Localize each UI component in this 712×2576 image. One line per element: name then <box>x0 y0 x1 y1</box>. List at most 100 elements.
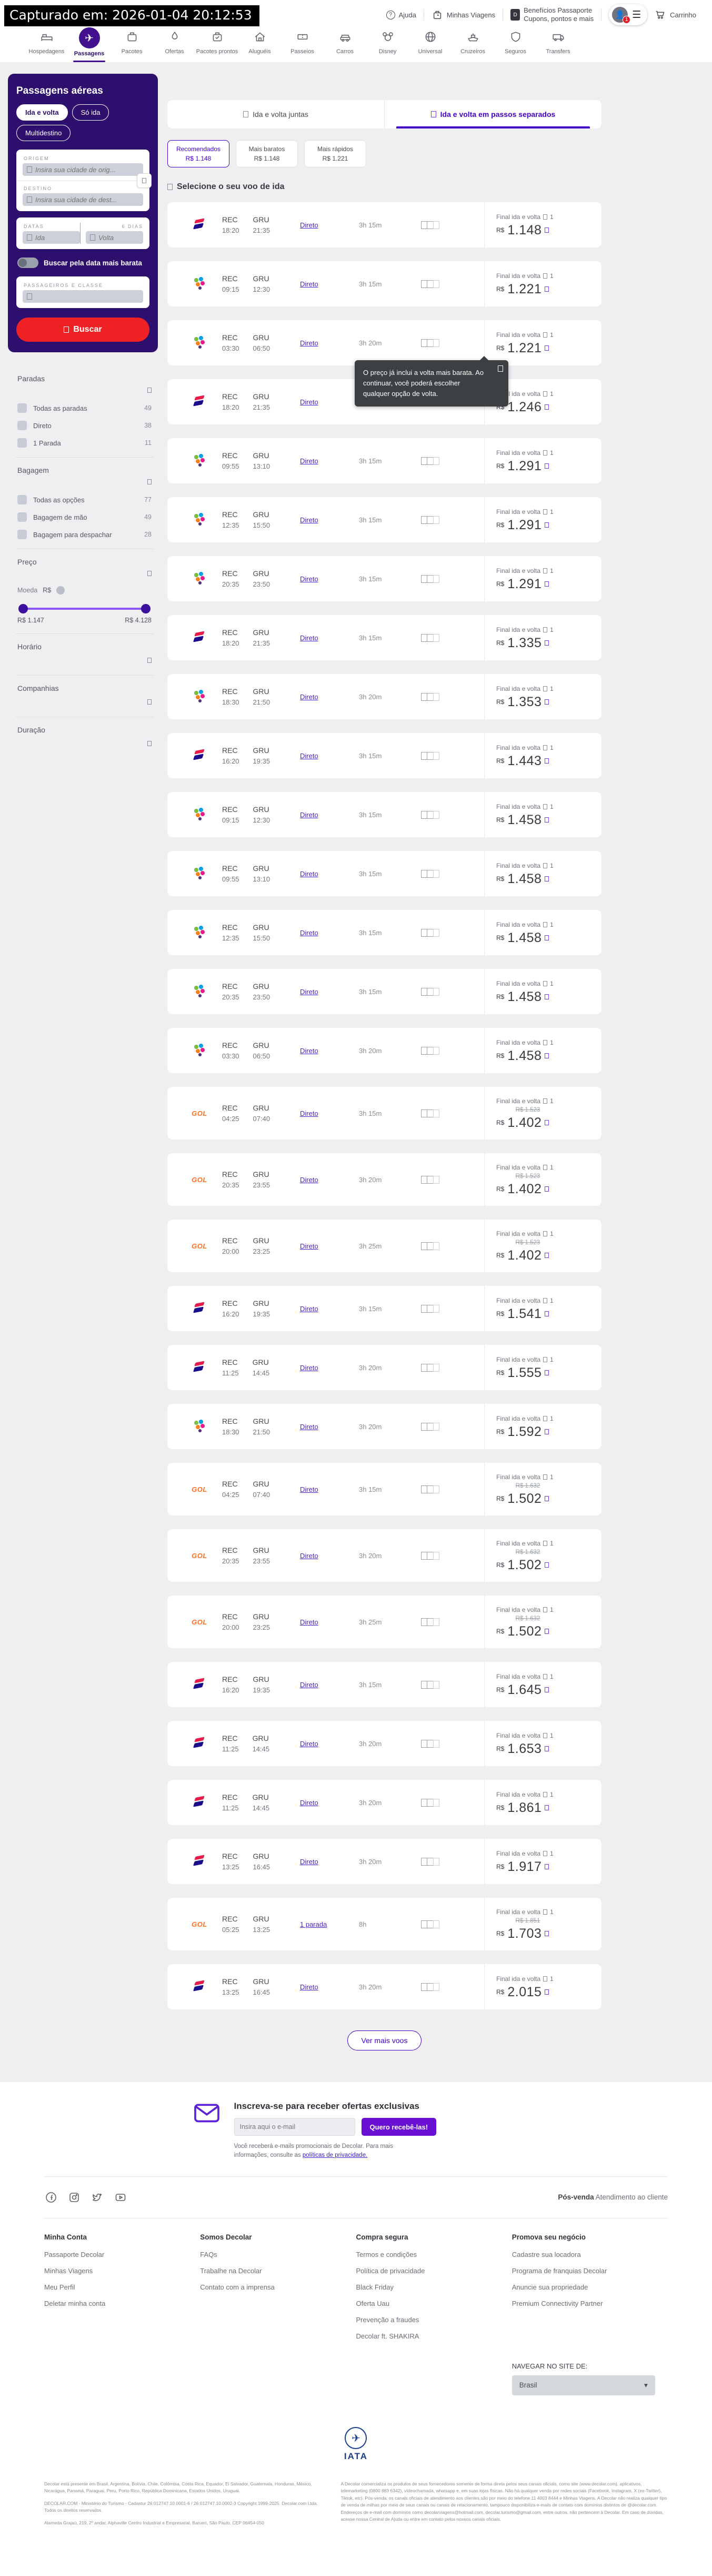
flight-card[interactable]: REC 09:55 GRU 13:10 Direto 3h 15m <box>167 438 601 483</box>
info-icon[interactable] <box>545 463 549 469</box>
footer-link[interactable]: FAQs <box>200 2250 217 2258</box>
flight-card[interactable]: GOL REC 05:25 GRU 13:25 1 parada 8h <box>167 1898 601 1950</box>
stops-link[interactable]: Direto <box>300 1618 318 1626</box>
stops-link[interactable]: Direto <box>300 692 318 701</box>
checkbox[interactable] <box>17 512 27 522</box>
customer-service-link[interactable]: Atendimento ao cliente <box>595 2193 668 2201</box>
info-icon[interactable] <box>545 522 549 528</box>
flight-card[interactable]: REC 20:35 GRU 23:50 Direto 3h 15m <box>167 556 601 601</box>
info-icon[interactable] <box>545 1053 549 1058</box>
footer-link[interactable]: Política de privacidade <box>356 2266 425 2275</box>
flight-card[interactable]: GOL REC 20:35 GRU 23:55 Direto 3h 20m <box>167 1529 601 1582</box>
instagram-icon[interactable] <box>67 2191 81 2204</box>
nav-item-pacotes-prontos[interactable]: Pacotes prontos <box>196 24 238 62</box>
my-trips-button[interactable]: Minhas Viagens <box>432 9 495 21</box>
trip-type-pill[interactable]: Só ida <box>72 104 109 121</box>
info-icon[interactable] <box>545 640 549 646</box>
stops-link[interactable]: Direto <box>300 1422 318 1431</box>
stops-link[interactable]: Direto <box>300 221 318 229</box>
tab-roundtrip-together[interactable]: Ida e volta juntas <box>167 100 385 128</box>
info-icon[interactable] <box>545 1805 549 1810</box>
nav-item-passagens[interactable]: ✈ Passagens <box>68 24 111 62</box>
info-icon[interactable] <box>545 1253 549 1258</box>
collapse-icon[interactable] <box>147 479 152 484</box>
info-icon[interactable] <box>545 1120 549 1125</box>
cheapest-date-toggle[interactable] <box>17 257 38 268</box>
collapse-icon[interactable] <box>147 658 152 663</box>
stops-link[interactable]: Direto <box>300 398 318 406</box>
stops-link[interactable]: Direto <box>300 1485 318 1493</box>
info-icon[interactable] <box>545 1687 549 1692</box>
flight-card[interactable]: REC 12:35 GRU 15:50 Direto 3h 15m <box>167 910 601 955</box>
info-icon[interactable] <box>545 581 549 587</box>
flight-card[interactable]: REC 13:25 GRU 16:45 Direto 3h 20m <box>167 1964 601 2009</box>
info-icon[interactable] <box>545 758 549 764</box>
flight-card[interactable]: REC 18:20 GRU 21:35 Direto 3h 15m <box>167 202 601 247</box>
nav-item-passeios[interactable]: Passeios <box>281 24 324 62</box>
nav-item-carros[interactable]: Carros <box>324 24 366 62</box>
stops-link[interactable]: Direto <box>300 928 318 937</box>
stops-link[interactable]: Direto <box>300 1363 318 1372</box>
country-select[interactable]: Brasil ▾ <box>512 2375 655 2395</box>
see-more-flights-button[interactable]: Ver mais voos <box>347 2030 422 2050</box>
price-slider[interactable] <box>18 604 151 613</box>
info-icon[interactable] <box>545 1931 549 1936</box>
stops-link[interactable]: Direto <box>300 516 318 524</box>
stops-link[interactable]: Direto <box>300 457 318 465</box>
footer-link[interactable]: Prevenção a fraudes <box>356 2315 419 2324</box>
nav-item-cruzeiros[interactable]: Cruzeiros <box>452 24 494 62</box>
flight-card[interactable]: GOL REC 04:25 GRU 07:40 Direto 3h 15m <box>167 1463 601 1515</box>
stops-link[interactable]: Direto <box>300 1175 318 1184</box>
flight-card[interactable]: REC 16:20 GRU 19:35 Direto 3h 15m <box>167 1286 601 1331</box>
origin-input[interactable] <box>35 165 139 174</box>
checkbox[interactable] <box>17 495 27 504</box>
newsletter-subscribe-button[interactable]: Quero recebê-las! <box>361 2118 437 2136</box>
privacy-policy-link[interactable]: políticas de privacidade. <box>302 2152 368 2159</box>
collapse-icon[interactable] <box>147 571 152 576</box>
stops-link[interactable]: Direto <box>300 869 318 878</box>
stops-link[interactable]: Direto <box>300 1857 318 1866</box>
stops-link[interactable]: Direto <box>300 1109 318 1117</box>
info-icon[interactable] <box>545 227 549 233</box>
nav-item-hospedagens[interactable]: Hospedagens <box>25 24 68 62</box>
stops-link[interactable]: Direto <box>300 633 318 642</box>
info-icon[interactable] <box>545 1864 549 1869</box>
stops-link[interactable]: Direto <box>300 280 318 288</box>
close-icon[interactable] <box>498 365 503 372</box>
trip-type-pill[interactable]: Multidestino <box>16 125 71 141</box>
footer-link[interactable]: Contato com a imprensa <box>200 2283 275 2291</box>
search-button[interactable]: Buscar <box>16 318 149 342</box>
sort-chip[interactable]: Mais baratos R$ 1.148 <box>236 140 298 167</box>
footer-link[interactable]: Oferta Uau <box>356 2299 390 2307</box>
flight-card[interactable]: REC 18:20 GRU 21:35 Direto 3h 15m <box>167 615 601 660</box>
info-icon[interactable] <box>545 1989 549 1995</box>
nav-item-universal[interactable]: Universal <box>409 24 452 62</box>
stops-link[interactable]: Direto <box>300 574 318 583</box>
help-button[interactable]: ? Ajuda <box>386 10 416 19</box>
return-date-field[interactable] <box>86 231 143 244</box>
checkbox[interactable] <box>17 530 27 539</box>
checkbox[interactable] <box>17 421 27 430</box>
footer-link[interactable]: Anuncie sua propriedade <box>512 2283 588 2291</box>
stops-link[interactable]: Direto <box>300 987 318 996</box>
info-icon[interactable] <box>545 1429 549 1434</box>
info-icon[interactable] <box>545 1496 549 1501</box>
cart-button[interactable]: Carrinho <box>655 9 696 21</box>
info-icon[interactable] <box>545 345 549 351</box>
info-icon[interactable] <box>545 817 549 823</box>
passengers-field[interactable] <box>23 290 143 303</box>
info-icon[interactable] <box>545 1746 549 1751</box>
flight-card[interactable]: REC 09:55 GRU 13:10 Direto 3h 15m <box>167 851 601 896</box>
footer-link[interactable]: Cadastre sua locadora <box>512 2250 581 2258</box>
info-icon[interactable] <box>545 404 549 410</box>
footer-link[interactable]: Minhas Viagens <box>44 2266 93 2275</box>
info-icon[interactable] <box>545 1370 549 1375</box>
footer-link[interactable]: Deletar minha conta <box>44 2299 106 2307</box>
departure-date-field[interactable] <box>23 231 80 244</box>
stops-link[interactable]: Direto <box>300 810 318 819</box>
stops-link[interactable]: Direto <box>300 1680 318 1689</box>
facebook-icon[interactable] <box>44 2191 58 2204</box>
slider-min-handle[interactable] <box>18 604 28 613</box>
flight-card[interactable]: REC 13:25 GRU 16:45 Direto 3h 20m <box>167 1839 601 1884</box>
info-icon[interactable] <box>545 1562 549 1568</box>
